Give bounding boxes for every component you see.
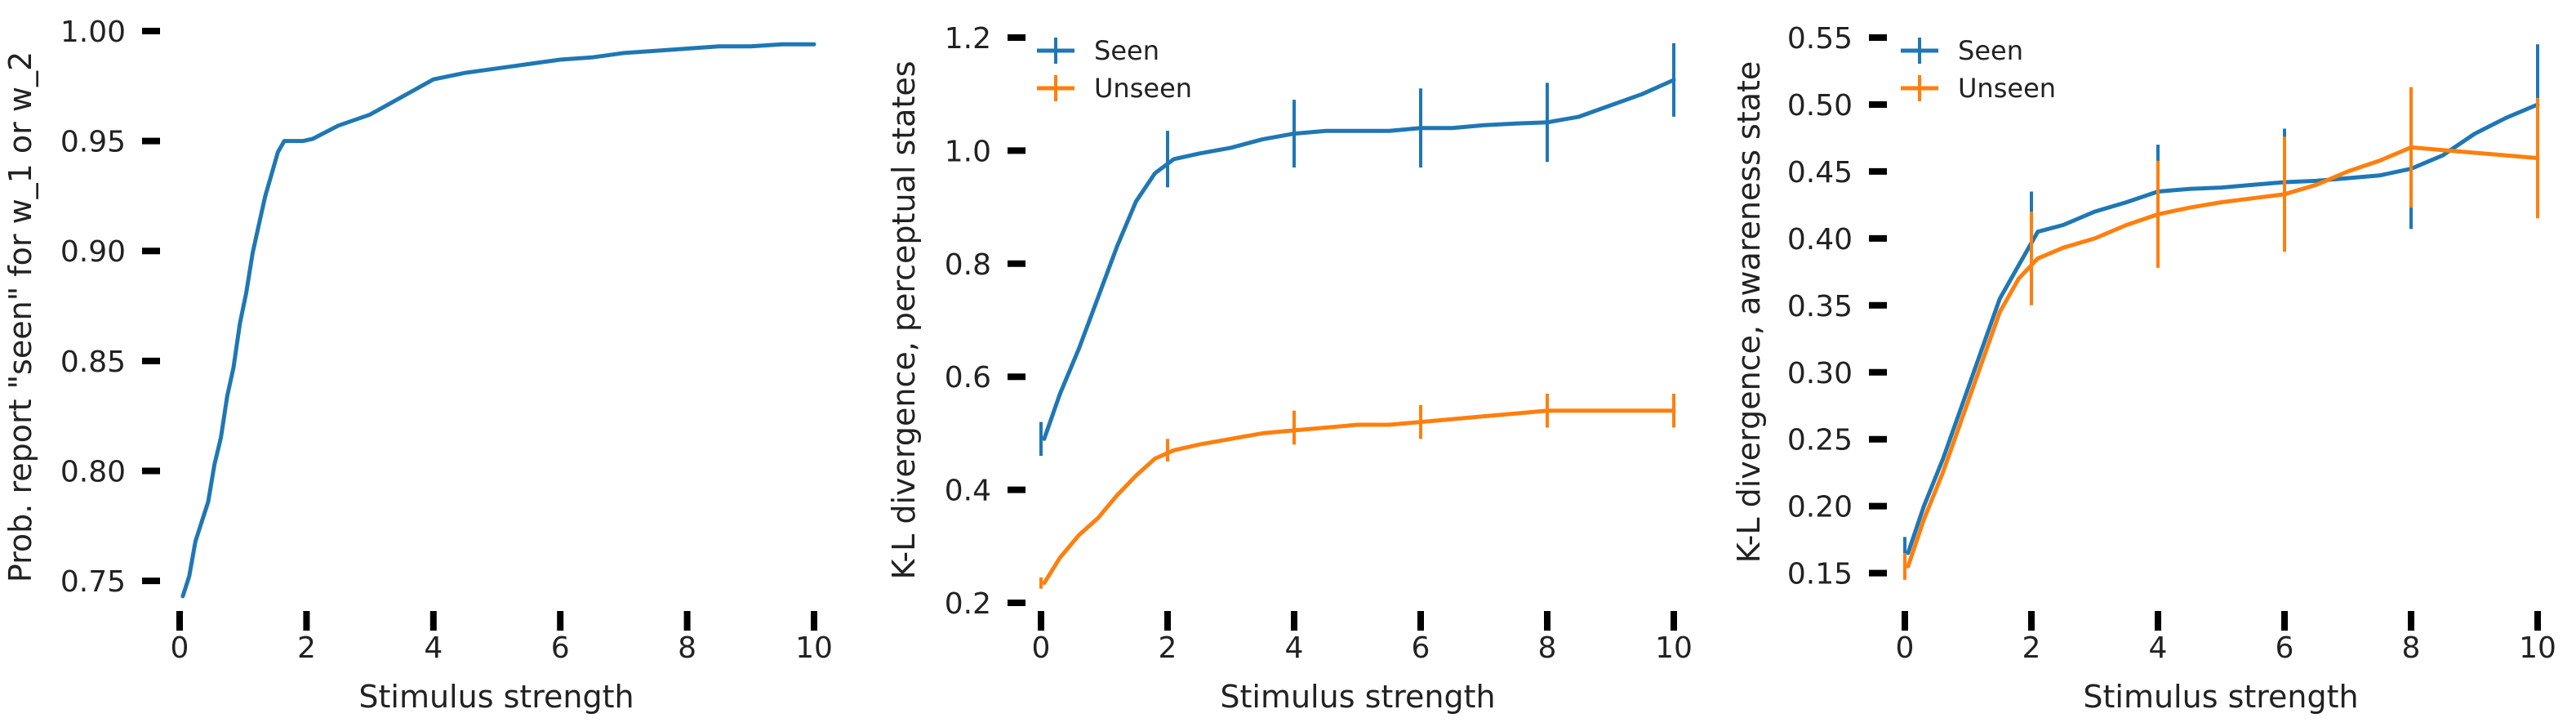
y-tick-label: 0.30 — [1787, 357, 1853, 390]
legend-label-seen: Seen — [1094, 35, 1159, 66]
y-tick-label: 0.85 — [60, 346, 126, 379]
x-tick-label: 4 — [2149, 631, 2168, 665]
chart-panel-2: 0 2 4 6 8 10 0.2 0.4 0.6 0.8 1.0 1.2 Stimulus streng… — [886, 22, 1693, 715]
chart-panel-1: 0 2 4 6 8 10 0.75 0.80 0.85 0.90 0.95 1.00 Stimulus … — [2, 16, 833, 715]
x-tick-label: 6 — [551, 631, 570, 665]
y-tick-label: 0.90 — [60, 235, 126, 269]
x-tick-label: 2 — [1159, 631, 1177, 665]
x-tick-label: 8 — [678, 631, 696, 665]
x-tick-label: 10 — [2519, 631, 2556, 665]
x-tick-label: 10 — [795, 631, 833, 665]
x-tick-label: 4 — [1285, 631, 1304, 665]
series-line-seen — [1042, 78, 1676, 441]
y-axis-label: Prob. report "seen" for w_1 or w_2 — [2, 51, 38, 582]
x-tick-label: 2 — [2022, 631, 2041, 665]
x-tick-label: 0 — [1032, 631, 1051, 665]
y-tick-label: 0.95 — [60, 126, 126, 159]
legend-label-unseen: Unseen — [1094, 73, 1192, 104]
y-tick-label: 1.2 — [945, 22, 991, 56]
x-tick-label: 8 — [2402, 631, 2421, 665]
x-tick-label: 6 — [1412, 631, 1430, 665]
x-tick-label: 0 — [171, 631, 189, 665]
series-line-main — [180, 42, 816, 599]
y-tick-label: 1.0 — [945, 135, 991, 168]
y-tick-label: 0.6 — [945, 361, 991, 395]
series-line-seen — [1906, 102, 2540, 555]
legend-label-seen: Seen — [1958, 35, 2023, 66]
y-tick-label: 0.35 — [1787, 290, 1853, 323]
y-tick-label: 0.75 — [60, 565, 126, 599]
legend: Seen Unseen — [1037, 35, 1192, 104]
y-axis-label: K-L divergence, awareness state — [1731, 61, 1767, 564]
y-tick-label: 0.15 — [1787, 558, 1853, 591]
y-tick-label: 1.00 — [60, 16, 126, 49]
x-tick-label: 0 — [1896, 631, 1915, 665]
y-axis-label: K-L divergence, perceptual states — [886, 60, 922, 579]
legend: Seen Unseen — [1901, 35, 2056, 104]
x-tick-label: 4 — [424, 631, 443, 665]
x-tick-label: 10 — [1655, 631, 1693, 665]
y-tick-label: 0.80 — [60, 455, 126, 488]
x-axis-label: Stimulus strength — [1220, 679, 1495, 715]
x-tick-label: 6 — [2276, 631, 2294, 665]
x-axis-label: Stimulus strength — [358, 679, 634, 715]
series-line-unseen — [1042, 408, 1676, 586]
y-tick-label: 0.50 — [1787, 89, 1853, 123]
y-tick-label: 0.25 — [1787, 424, 1853, 457]
y-tick-label: 0.4 — [945, 475, 991, 508]
y-tick-label: 0.20 — [1787, 491, 1853, 524]
y-tick-label: 0.55 — [1787, 22, 1853, 56]
y-tick-label: 0.8 — [945, 248, 991, 282]
x-axis-label: Stimulus strength — [2083, 679, 2358, 715]
legend-label-unseen: Unseen — [1958, 73, 2056, 104]
x-tick-label: 8 — [1538, 631, 1557, 665]
series-line-unseen — [1906, 145, 2540, 569]
chart-panel-3: 0 2 4 6 8 10 0.15 0.20 0.25 0.30 0.35 0.40 0.45 0.50 0… — [1731, 22, 2556, 715]
y-tick-label: 0.45 — [1787, 156, 1853, 190]
x-tick-label: 2 — [297, 631, 316, 665]
y-tick-label: 0.2 — [945, 587, 991, 621]
y-tick-label: 0.40 — [1787, 223, 1853, 256]
